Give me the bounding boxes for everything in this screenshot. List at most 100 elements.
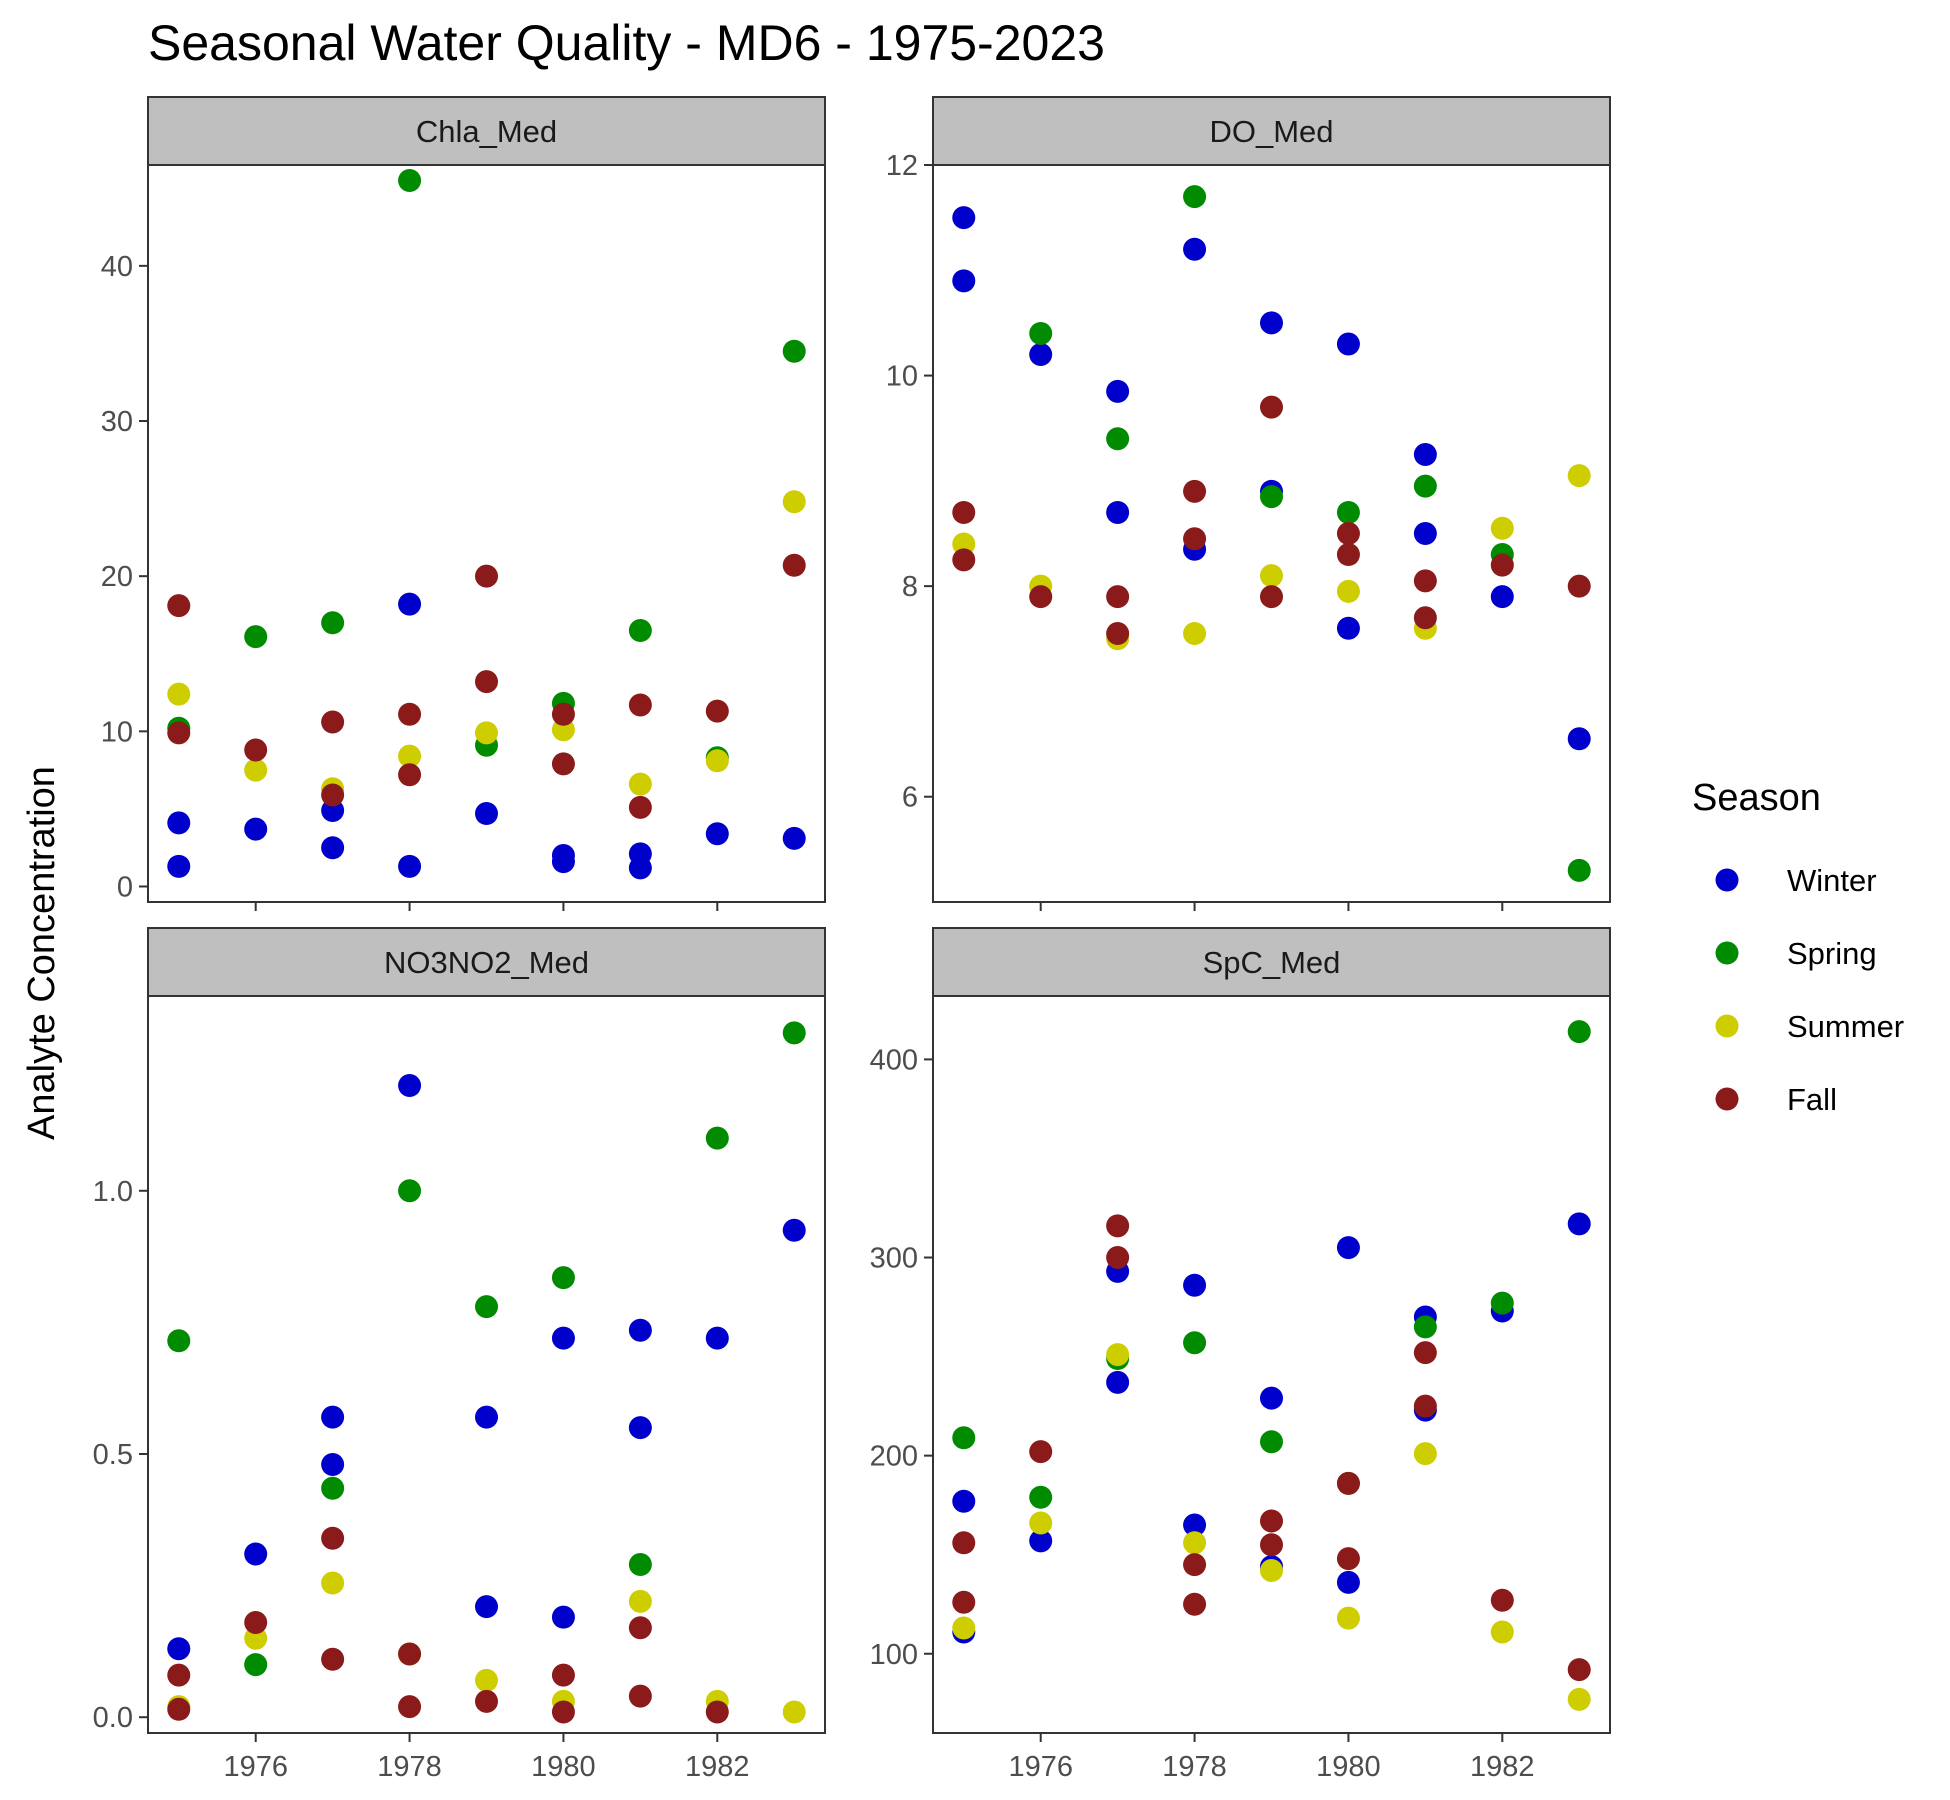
point-fall bbox=[321, 783, 345, 807]
point-summer bbox=[1490, 516, 1514, 540]
point-spring bbox=[1260, 485, 1283, 509]
point-fall bbox=[628, 795, 652, 819]
point-fall bbox=[1336, 1471, 1360, 1495]
point-spring bbox=[1490, 1291, 1514, 1315]
point-fall bbox=[1029, 1440, 1053, 1464]
point-spring bbox=[1260, 1430, 1283, 1454]
point-fall bbox=[1183, 479, 1207, 503]
point-fall bbox=[1183, 1592, 1207, 1616]
y-tick-label: 8 bbox=[902, 571, 918, 603]
point-spring bbox=[551, 1266, 575, 1290]
legend-item-winter: Winter bbox=[1715, 863, 1877, 898]
point-winter bbox=[628, 1416, 652, 1440]
point-spring bbox=[1336, 500, 1360, 524]
y-tick-label: 6 bbox=[902, 782, 918, 814]
point-winter bbox=[952, 206, 976, 230]
facet-strip-label: SpC_Med bbox=[1203, 945, 1341, 980]
point-winter bbox=[1029, 1529, 1053, 1553]
point-winter bbox=[167, 854, 191, 878]
point-fall bbox=[628, 1684, 652, 1708]
point-fall bbox=[952, 1590, 976, 1614]
point-spring bbox=[475, 1295, 498, 1319]
legend-key bbox=[1715, 1014, 1739, 1038]
point-winter bbox=[1183, 237, 1207, 261]
point-fall bbox=[1106, 585, 1130, 609]
point-fall bbox=[628, 1616, 652, 1640]
point-summer bbox=[952, 532, 976, 556]
point-fall bbox=[1413, 569, 1437, 593]
point-summer bbox=[1183, 1531, 1207, 1555]
legend: Season Winter Spring Summer Fall bbox=[1692, 777, 1904, 1117]
point-winter bbox=[1106, 500, 1130, 524]
point-summer bbox=[1567, 1687, 1591, 1711]
point-fall bbox=[782, 553, 806, 577]
x-tick-label: 1976 bbox=[1008, 1751, 1073, 1783]
y-tick-label: 0 bbox=[117, 871, 133, 903]
point-summer bbox=[1413, 1442, 1437, 1466]
point-winter bbox=[1490, 585, 1514, 609]
point-summer bbox=[1567, 464, 1591, 488]
y-tick-label: 12 bbox=[886, 150, 918, 182]
point-winter bbox=[705, 1326, 729, 1350]
point-fall bbox=[1413, 1341, 1437, 1365]
point-fall bbox=[167, 1697, 191, 1721]
point-spring bbox=[1567, 1020, 1591, 1044]
point-fall bbox=[705, 699, 729, 723]
point-spring bbox=[1029, 321, 1053, 345]
legend-key bbox=[1715, 868, 1739, 892]
panel-spc-med: SpC_Med 100 200 300 400 1976 1978 1980 1982 bbox=[870, 927, 1611, 1783]
point-winter bbox=[705, 822, 729, 846]
point-summer bbox=[1260, 564, 1283, 588]
point-summer bbox=[782, 1700, 806, 1724]
point-winter bbox=[628, 856, 652, 880]
point-winter bbox=[1413, 522, 1437, 545]
point-winter bbox=[782, 826, 806, 850]
point-fall bbox=[1260, 395, 1283, 419]
point-winter bbox=[551, 1326, 575, 1350]
chart-title: Seasonal Water Quality - MD6 - 1975-2023 bbox=[148, 15, 1105, 71]
point-summer bbox=[705, 749, 729, 773]
legend-title: Season bbox=[1692, 777, 1821, 819]
point-fall bbox=[1490, 1588, 1514, 1612]
y-tick-label: 100 bbox=[870, 1639, 918, 1671]
point-winter bbox=[551, 1605, 575, 1629]
point-spring bbox=[321, 1476, 345, 1500]
legend-item-summer: Summer bbox=[1715, 1009, 1904, 1044]
legend-key bbox=[1715, 1087, 1739, 1111]
point-spring bbox=[628, 1553, 652, 1577]
point-winter bbox=[952, 269, 976, 293]
point-summer bbox=[1183, 622, 1207, 646]
y-tick-label: 0.0 bbox=[93, 1702, 133, 1734]
point-fall bbox=[628, 693, 652, 717]
legend-label: Winter bbox=[1787, 863, 1877, 898]
point-fall bbox=[1183, 527, 1207, 551]
legend-label: Summer bbox=[1787, 1009, 1904, 1044]
point-winter bbox=[1260, 311, 1283, 335]
point-winter bbox=[321, 1453, 345, 1477]
point-fall bbox=[475, 564, 498, 588]
panel-chla-med: Chla_Med 0 10 20 30 40 bbox=[101, 96, 826, 911]
point-fall bbox=[1106, 1246, 1130, 1270]
point-fall bbox=[1413, 1394, 1437, 1418]
point-winter bbox=[1183, 1273, 1207, 1297]
point-fall bbox=[551, 1700, 575, 1724]
point-fall bbox=[1260, 1509, 1283, 1533]
point-winter bbox=[1106, 379, 1130, 403]
facet-strip bbox=[932, 96, 1611, 166]
point-fall bbox=[1567, 1658, 1591, 1682]
point-winter bbox=[1106, 1370, 1130, 1394]
point-spring bbox=[244, 625, 268, 649]
point-winter bbox=[1260, 1386, 1283, 1410]
legend-key bbox=[1715, 941, 1739, 965]
point-summer bbox=[1260, 1559, 1283, 1583]
point-winter bbox=[398, 592, 422, 616]
point-winter bbox=[1413, 443, 1437, 467]
point-winter bbox=[167, 811, 191, 835]
panel-no3no2-med: NO3NO2_Med 0.0 0.5 1.0 1976 1978 1980 1982 bbox=[93, 927, 826, 1783]
point-summer bbox=[628, 772, 652, 796]
point-winter bbox=[1567, 727, 1591, 751]
point-fall bbox=[551, 1663, 575, 1687]
facet-strip bbox=[932, 927, 1611, 997]
point-summer bbox=[952, 1616, 976, 1640]
